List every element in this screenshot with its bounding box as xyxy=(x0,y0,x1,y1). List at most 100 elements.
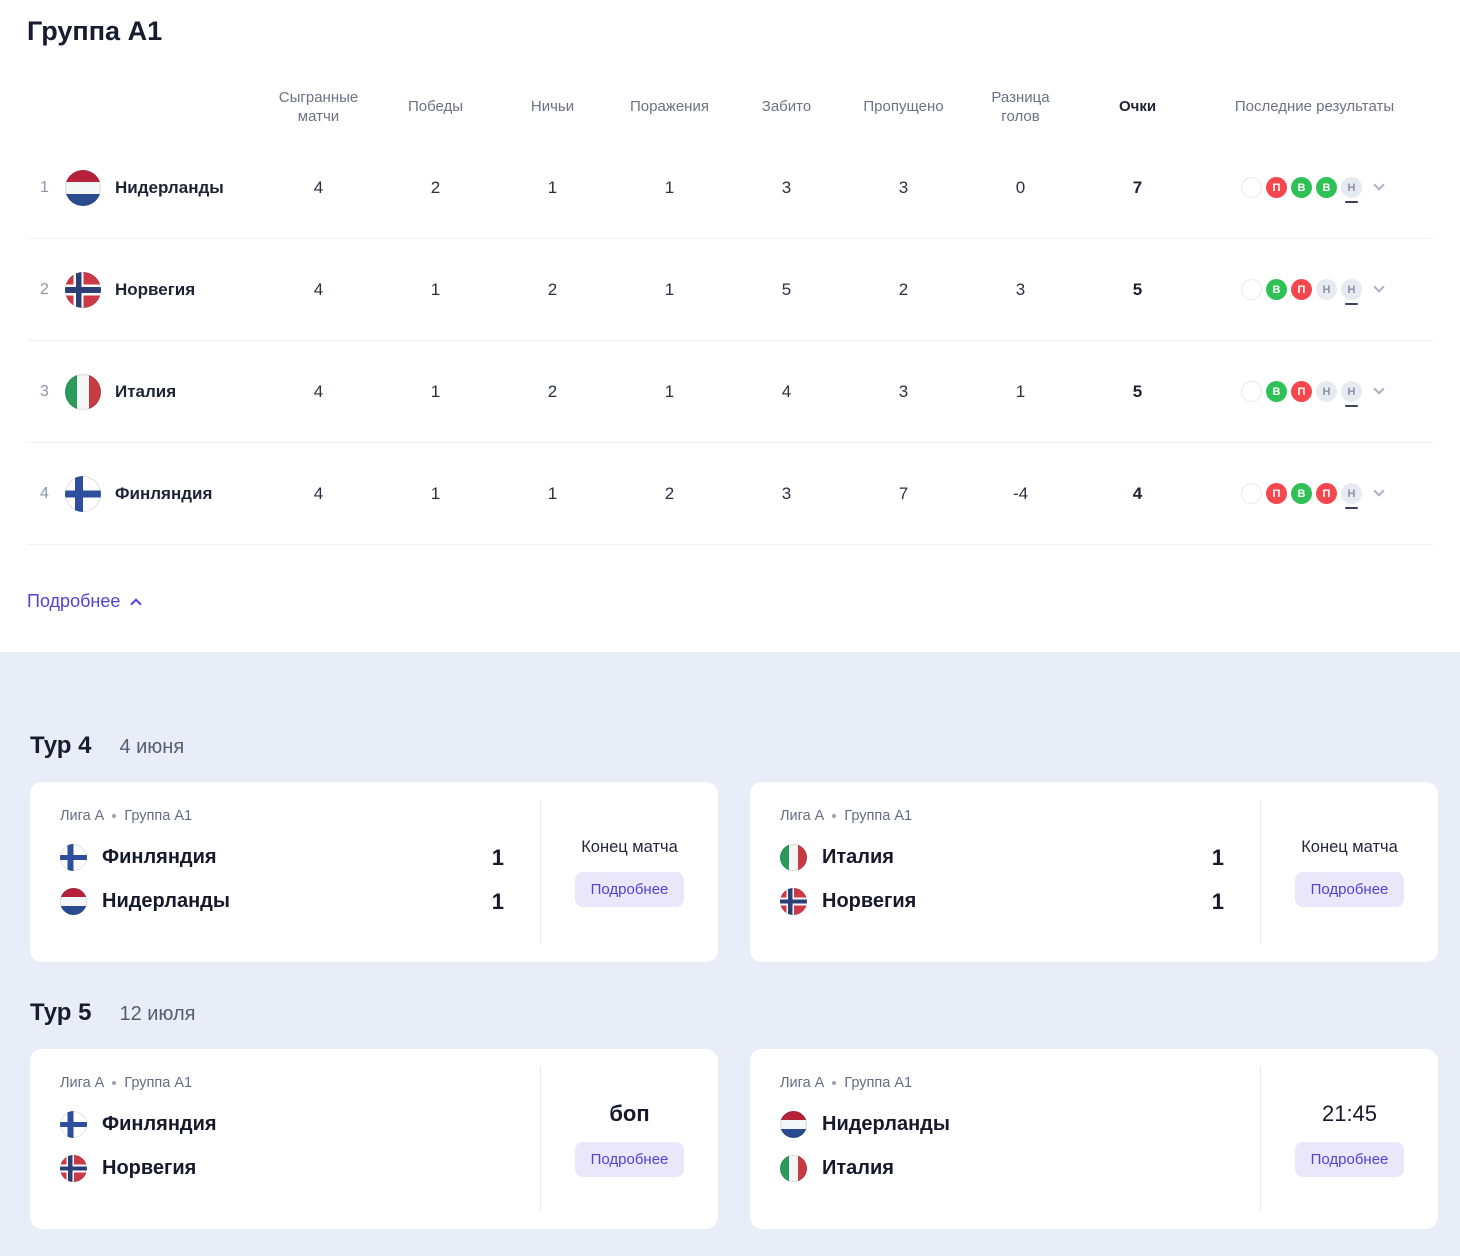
result-badge: П xyxy=(1291,279,1312,300)
result-badge: Н xyxy=(1316,381,1337,402)
finland-flag-icon xyxy=(65,475,101,512)
goal-diff-value: 1 xyxy=(1015,381,1026,401)
group-label: Группа A1 xyxy=(124,1075,193,1091)
match-breadcrumb: Лига A Группа A1 xyxy=(780,1075,1260,1091)
chevron-up-icon xyxy=(130,598,143,610)
chevron-down-icon[interactable] xyxy=(1373,281,1385,293)
details-toggle-link[interactable]: Подробнее xyxy=(27,591,143,612)
chevron-down-icon[interactable] xyxy=(1373,485,1385,497)
away-team-score: 1 xyxy=(1211,888,1224,914)
match-details-button[interactable]: Подробнее xyxy=(1294,1142,1405,1177)
chevron-down-icon[interactable] xyxy=(1373,383,1385,395)
result-badge: П xyxy=(1266,177,1287,198)
header-goal-diff: Разница голов xyxy=(991,88,1050,126)
scored-value: 4 xyxy=(781,381,792,401)
match-status: Конец матча xyxy=(581,837,678,856)
conceded-value: 7 xyxy=(898,483,909,503)
dot-separator-icon xyxy=(832,814,837,818)
goal-diff-value: 3 xyxy=(1015,279,1026,299)
recent-results: П В П Н xyxy=(1196,483,1433,509)
away-team-score: 1 xyxy=(491,888,504,914)
match-status: Конец матча xyxy=(1301,837,1398,856)
away-team-row: Норвегия xyxy=(60,1155,540,1182)
team-rank: 4 xyxy=(40,484,49,502)
result-badge: В xyxy=(1291,177,1312,198)
away-team-name: Норвегия xyxy=(102,1157,197,1179)
home-team-row: Италия 1 xyxy=(780,844,1260,871)
standings-section: Группа A1 Сыгранные матчи Победы Ничьи П… xyxy=(27,16,1433,612)
match-card[interactable]: Лига A Группа A1 Финляндия 1 Нидерланды … xyxy=(30,782,718,962)
match-details-button[interactable]: Подробнее xyxy=(574,871,685,907)
match-card[interactable]: Лига A Группа A1 Финляндия Норвегия боп … xyxy=(30,1049,718,1229)
losses-value: 1 xyxy=(664,381,675,401)
result-badge: Н xyxy=(1341,483,1362,509)
table-row[interactable]: 4 Финляндия 4 1 1 2 3 7 -4 4 П В П Н xyxy=(27,443,1433,545)
group-label: Группа A1 xyxy=(844,808,913,824)
result-badge: П xyxy=(1266,483,1287,504)
points-value: 4 xyxy=(1132,483,1143,503)
result-badge: Н xyxy=(1341,279,1362,305)
match-details-button[interactable]: Подробнее xyxy=(1294,871,1405,907)
dot-separator-icon xyxy=(112,814,117,818)
team-name: Италия xyxy=(115,381,177,401)
upcoming-result-placeholder xyxy=(1241,279,1262,300)
norway-flag-icon xyxy=(780,888,807,915)
match-card[interactable]: Лига A Группа A1 Италия 1 Норвегия 1 Кон… xyxy=(750,782,1438,962)
netherlands-flag-icon xyxy=(780,1111,807,1138)
result-badge: В xyxy=(1316,177,1337,198)
home-team-name: Италия xyxy=(822,846,894,868)
match-details-button[interactable]: Подробнее xyxy=(574,1142,685,1177)
header-losses: Поражения xyxy=(630,98,709,116)
header-points: Очки xyxy=(1118,98,1157,116)
home-team-score: 1 xyxy=(1211,844,1224,870)
group-label: Группа A1 xyxy=(844,1075,913,1091)
away-team-row: Нидерланды 1 xyxy=(60,888,540,915)
conceded-value: 2 xyxy=(898,279,909,299)
wins-value: 1 xyxy=(430,483,441,503)
league-label: Лига A xyxy=(780,1075,825,1091)
result-badge: В xyxy=(1266,381,1287,402)
header-scored: Забито xyxy=(761,98,812,116)
goal-diff-value: -4 xyxy=(1012,483,1029,503)
result-badge: П xyxy=(1316,483,1337,504)
recent-results: В П Н Н xyxy=(1196,279,1433,305)
goal-diff-value: 0 xyxy=(1015,177,1026,197)
away-team-row: Норвегия 1 xyxy=(780,888,1260,915)
norway-flag-icon xyxy=(65,271,101,308)
result-badge: Н xyxy=(1341,177,1362,203)
result-badge: В xyxy=(1266,279,1287,300)
table-row[interactable]: 3 Италия 4 1 2 1 4 3 1 5 В П Н Н xyxy=(27,341,1433,443)
match-card[interactable]: Лига A Группа A1 Нидерланды Италия 21:45… xyxy=(750,1049,1438,1229)
draws-value: 2 xyxy=(547,279,558,299)
draws-value: 2 xyxy=(547,381,558,401)
dot-separator-icon xyxy=(832,1081,837,1085)
played-value: 4 xyxy=(313,483,324,503)
match-breadcrumb: Лига A Группа A1 xyxy=(60,1075,540,1091)
played-value: 4 xyxy=(313,381,324,401)
points-value: 5 xyxy=(1132,279,1143,299)
italy-flag-icon xyxy=(780,1155,807,1182)
header-conceded: Пропущено xyxy=(863,98,944,116)
result-badge: В xyxy=(1291,483,1312,504)
dot-separator-icon xyxy=(112,1081,117,1085)
home-team-row: Нидерланды xyxy=(780,1111,1260,1138)
wins-value: 2 xyxy=(430,177,441,197)
table-row[interactable]: 1 Нидерланды 4 2 1 1 3 3 0 7 П В В Н xyxy=(27,137,1433,239)
home-team-row: Финляндия xyxy=(60,1111,540,1138)
played-value: 4 xyxy=(313,177,324,197)
scored-value: 3 xyxy=(781,483,792,503)
recent-results: П В В Н xyxy=(1196,177,1433,203)
header-wins: Победы xyxy=(407,98,464,116)
table-row[interactable]: 2 Норвегия 4 1 2 1 5 2 3 5 В П Н Н xyxy=(27,239,1433,341)
team-rank: 2 xyxy=(40,280,49,298)
finland-flag-icon xyxy=(60,1111,87,1138)
match-status: боп xyxy=(609,1101,650,1126)
wins-value: 1 xyxy=(430,279,441,299)
points-value: 7 xyxy=(1132,177,1143,197)
chevron-down-icon[interactable] xyxy=(1373,179,1385,191)
draws-value: 1 xyxy=(547,483,558,503)
away-team-name: Норвегия xyxy=(822,890,917,912)
match-breadcrumb: Лига A Группа A1 xyxy=(60,808,540,824)
upcoming-result-placeholder xyxy=(1241,483,1262,504)
losses-value: 2 xyxy=(664,483,675,503)
